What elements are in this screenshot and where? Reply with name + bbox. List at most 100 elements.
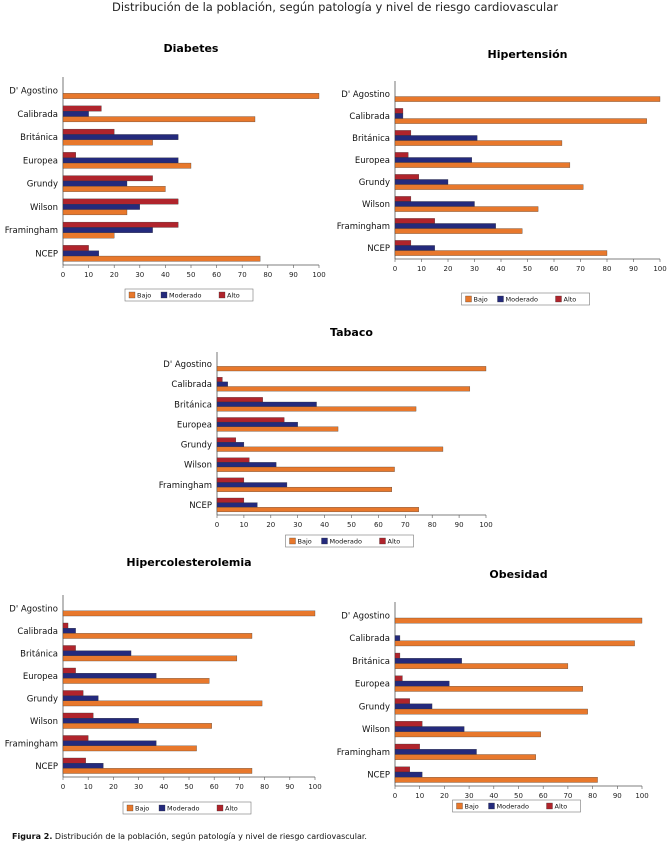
bar-moderado [394, 726, 465, 732]
legend-label-alto: Alto [388, 538, 401, 546]
bar-moderado [394, 157, 472, 163]
x-tick-label: 60 [550, 265, 559, 273]
legend-box [461, 292, 590, 306]
category-label: Británica [20, 649, 58, 659]
bar-bajo [394, 184, 584, 190]
category-label: Grundy [359, 702, 390, 712]
bar-moderado [62, 763, 104, 769]
bar-alto [394, 130, 412, 136]
bar-alto [394, 240, 412, 246]
x-tick-label: 100 [635, 792, 648, 800]
x-tick-label: 20 [266, 521, 275, 529]
bar-bajo [62, 209, 128, 216]
x-tick-label: 10 [239, 521, 248, 529]
bar-alto [62, 175, 153, 182]
bar-alto [394, 218, 435, 224]
category-label: Calibrada [349, 112, 390, 122]
bar-alto [62, 245, 89, 251]
figure-caption: Figura 2. Distribución de la población, … [12, 832, 367, 841]
bar-bajo [216, 386, 471, 392]
x-tick-label: 60 [212, 271, 221, 279]
bar-moderado [62, 157, 179, 164]
category-label: Calibrada [17, 110, 58, 120]
x-tick-label: 20 [440, 792, 449, 800]
x-tick-label: 30 [135, 271, 144, 279]
x-tick-label: 90 [455, 521, 464, 529]
bar-bajo [62, 723, 212, 729]
bar-moderado [62, 227, 153, 233]
category-label: Framingham [337, 222, 390, 232]
x-tick-label: 90 [613, 792, 622, 800]
bar-alto [216, 477, 245, 483]
bar-bajo [216, 466, 395, 472]
bar-moderado [394, 635, 401, 641]
category-label: Calibrada [17, 627, 58, 637]
bar-bajo [216, 507, 419, 513]
legend-label-moderado: Moderado [506, 296, 538, 304]
legend-swatch-bajo [289, 537, 296, 545]
legend-swatch-moderado [160, 291, 168, 299]
x-tick-label: 100 [308, 783, 321, 791]
bar-alto [394, 766, 410, 773]
legend: Bajo Moderado Alto [461, 292, 590, 306]
bar-bajo [394, 708, 588, 715]
category-label: NCEP [367, 244, 390, 254]
category-label: Británica [352, 134, 390, 144]
bar-moderado [394, 245, 435, 251]
bar-moderado [394, 658, 462, 664]
bar-bajo [394, 118, 647, 124]
bar-bajo [216, 486, 393, 492]
legend-swatch-alto [216, 804, 224, 812]
bar-moderado [62, 695, 99, 701]
category-label: Wilson [30, 203, 58, 213]
bar-moderado [394, 749, 477, 755]
category-label: Grundy [27, 180, 58, 190]
bar-alto [62, 667, 76, 674]
bar-moderado [62, 740, 157, 746]
x-tick-label: 70 [401, 521, 410, 529]
bar-bajo [394, 250, 608, 256]
x-tick-label: 20 [110, 271, 119, 279]
legend-swatch-bajo [128, 291, 136, 299]
x-tick-label: 30 [470, 265, 479, 273]
caption-text: Distribución de la población, según pato… [52, 832, 367, 841]
x-tick-label: 80 [263, 271, 272, 279]
x-tick-label: 70 [576, 265, 585, 273]
x-tick-label: 70 [238, 271, 247, 279]
legend-swatch-alto [546, 802, 553, 810]
legend-swatch-alto [379, 537, 386, 545]
bar-bajo [394, 731, 541, 738]
bar-moderado [216, 381, 228, 387]
legend-swatch-alto [555, 295, 562, 303]
bar-alto [62, 221, 179, 228]
legend-label-moderado: Moderado [169, 292, 201, 300]
legend-label-bajo: Bajo [298, 538, 312, 546]
bar-bajo [62, 745, 197, 752]
bar-alto [62, 622, 69, 629]
x-tick-label: 10 [84, 271, 93, 279]
legend-label-bajo: Bajo [465, 803, 479, 811]
category-label: NCEP [189, 501, 212, 511]
bar-bajo [394, 140, 563, 146]
bar-moderado [62, 134, 179, 140]
x-tick-label: 50 [514, 792, 523, 800]
x-tick-label: 30 [293, 521, 302, 529]
legend-label-alto: Alto [555, 803, 568, 811]
bar-moderado [62, 650, 132, 656]
bar-alto [62, 128, 115, 135]
category-label: Framingham [159, 481, 212, 491]
bar-bajo [216, 366, 487, 372]
bar-alto [394, 196, 412, 202]
chart-title: Diabetes [164, 42, 219, 55]
x-tick-label: 0 [215, 521, 219, 529]
bar-moderado [394, 680, 450, 687]
chart-hipercolesterolemia: Hipercolesterolemia 0 10 20 30 40 50 60 70 80 90 10… [5, 556, 322, 815]
x-tick-label: 50 [187, 271, 196, 279]
bar-alto [394, 675, 403, 682]
bar-alto [62, 690, 84, 696]
bar-moderado [216, 462, 277, 468]
legend-label-moderado: Moderado [330, 538, 362, 546]
category-label: Europea [355, 680, 390, 690]
bar-bajo [394, 617, 643, 624]
bar-bajo [62, 678, 210, 684]
